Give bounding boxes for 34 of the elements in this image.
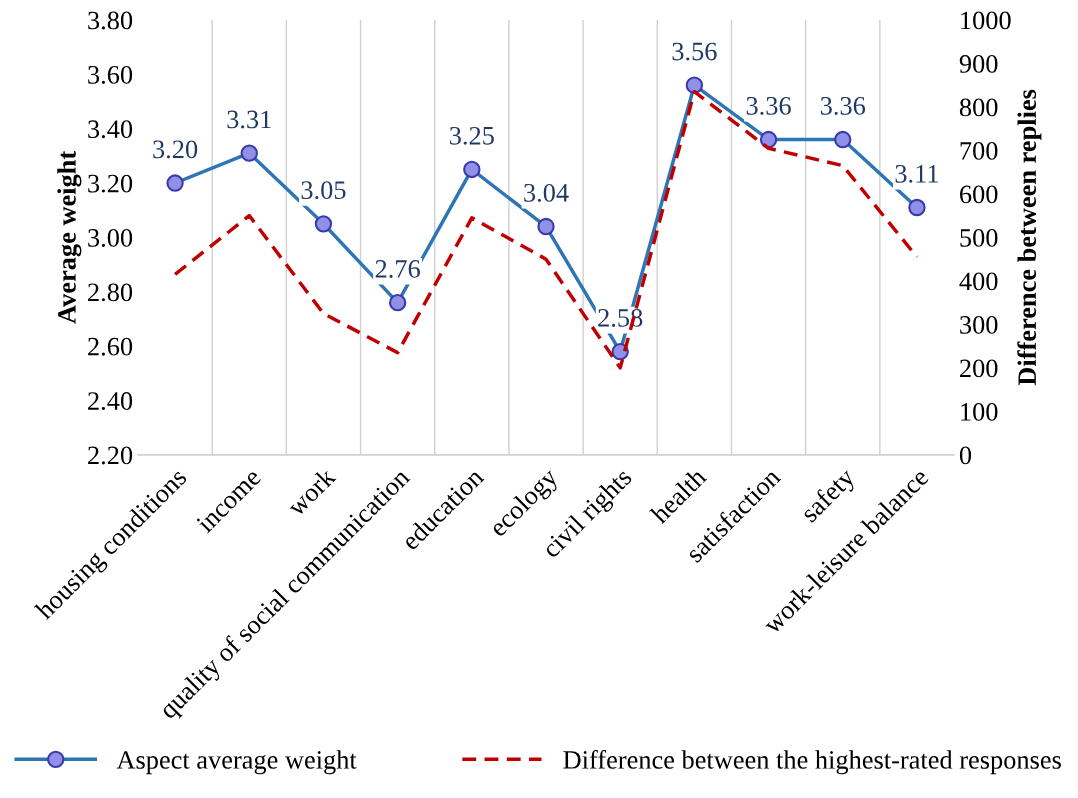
y-tick-label: 2.40: [88, 392, 133, 411]
data-label: 3.20: [153, 140, 198, 159]
legend-label: Aspect average weight: [116, 750, 357, 775]
y2-tick-label: 600: [960, 185, 998, 204]
data-label: 3.36: [746, 97, 791, 115]
data-label: 3.11: [895, 164, 938, 183]
y-tick-label: 3.20: [88, 174, 133, 193]
y-tick-label: 3.00: [88, 229, 133, 247]
legend-label: Difference between the highest-rated responses: [563, 749, 1061, 775]
y2-tick-label: 500: [960, 229, 998, 247]
y2-tick-label: 400: [959, 272, 998, 291]
y2-tick-label: 300: [960, 315, 998, 334]
y-tick-label: 3.80: [88, 11, 133, 30]
y2-tick-label: 100: [961, 402, 998, 421]
y-axis-title: Average weight: [57, 150, 82, 324]
y2-tick-label: 900: [959, 55, 998, 73]
y-tick-label: 3.40: [88, 120, 133, 139]
y-tick-label: 2.80: [88, 283, 133, 302]
y2-axis-title: Difference between replies: [1017, 89, 1042, 386]
data-label: 3.25: [449, 126, 494, 145]
y-tick-label: 2.60: [88, 337, 133, 356]
y2-tick-label: 700: [960, 142, 998, 160]
data-label: 3.05: [301, 181, 346, 200]
y2-tick-label: 0: [959, 446, 972, 465]
data-label: 3.56: [672, 42, 717, 61]
y2-tick-label: 800: [959, 98, 998, 117]
y2-tick-label: 200: [960, 359, 998, 378]
y-tick-label: 2.20: [88, 446, 133, 465]
data-label: 3.31: [227, 110, 271, 129]
y-tick-label: 3.60: [88, 65, 133, 84]
data-label: 3.36: [820, 97, 866, 115]
data-label: 3.04: [524, 183, 569, 202]
y2-tick-label: 1000: [961, 11, 1011, 30]
data-label: 2.76: [375, 260, 420, 278]
